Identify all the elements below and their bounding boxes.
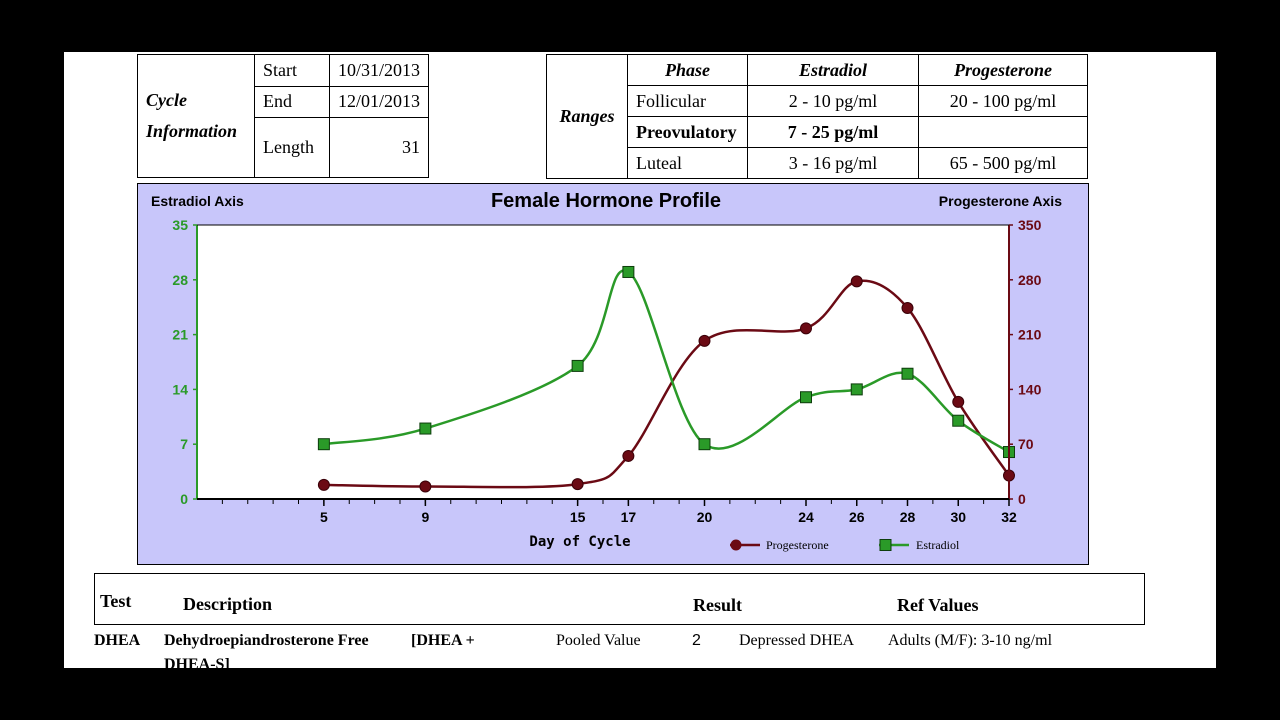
test-code: DHEA (94, 632, 141, 649)
test-description-line2: DHEA-S] (164, 656, 230, 668)
estradiol-point (901, 367, 914, 380)
ranges-label: Ranges (546, 54, 628, 179)
result-column-header: Result (693, 595, 742, 615)
x-axis-title: Day of Cycle (529, 534, 630, 550)
left-y-tick-label: 21 (172, 327, 188, 343)
cycle-label-line1: Cycle (146, 90, 187, 110)
x-tick-label: 24 (798, 509, 814, 525)
x-tick-label: 20 (697, 509, 713, 525)
estradiol-point (317, 438, 330, 451)
estradiol-point (698, 438, 711, 451)
phase-cell: Luteal (627, 147, 748, 179)
estradiol-point (419, 422, 432, 435)
test-table-header: Test Description Result Ref Values (94, 573, 1145, 625)
cycle-information-label: Cycle Information (137, 54, 255, 178)
left-y-tick-label: 0 (180, 491, 188, 507)
left-y-tick-label: 35 (172, 217, 188, 233)
estradiol-point (622, 265, 635, 278)
test-description-extra: [DHEA + (411, 632, 475, 649)
estradiol-point (952, 414, 965, 427)
right-y-tick-label: 280 (1018, 272, 1042, 288)
estradiol-cell: 2 - 10 pg/ml (747, 85, 919, 117)
estradiol-cell: 3 - 16 pg/ml (747, 147, 919, 179)
start-value: 10/31/2013 (329, 54, 430, 87)
progesterone-point (952, 395, 965, 408)
phase-cell: Preovulatory (627, 116, 748, 148)
x-tick-label: 26 (849, 509, 865, 525)
plot-area (197, 225, 1009, 499)
report-page: Cycle Information Start 10/31/2013 End 1… (64, 52, 1216, 668)
left-y-tick-label: 7 (180, 436, 188, 452)
phase-cell: Follicular (627, 85, 748, 117)
ref-values-column-header: Ref Values (897, 595, 979, 615)
estradiol-cell: 7 - 25 pg/ml (747, 116, 919, 148)
hormone-chart: Estradiol Axis Progesterone Axis Female … (137, 183, 1089, 565)
test-description: Dehydroepiandrosterone Free (164, 632, 369, 649)
right-axis-label: Progesterone Axis (939, 193, 1062, 209)
phase-header: Phase (627, 54, 748, 86)
left-y-tick-label: 14 (172, 381, 188, 397)
progesterone-point (901, 301, 914, 314)
description-column-header: Description (183, 594, 272, 614)
right-y-tick-label: 0 (1018, 491, 1026, 507)
estradiol-point (850, 383, 863, 396)
x-tick-label: 30 (950, 509, 966, 525)
progesterone-point (317, 478, 330, 491)
estradiol-point (571, 359, 584, 372)
start-label: Start (254, 54, 330, 87)
progesterone-point (419, 480, 432, 493)
left-axis-label: Estradiol Axis (151, 193, 244, 209)
cycle-information-table: Cycle Information Start 10/31/2013 End 1… (137, 54, 430, 178)
ranges-table: Ranges Phase Estradiol Progesterone Foll… (546, 54, 1088, 179)
x-tick-label: 32 (1001, 509, 1017, 525)
progesterone-legend-marker (730, 539, 742, 551)
progesterone-header: Progesterone (918, 54, 1088, 86)
left-y-tick-label: 28 (172, 272, 188, 288)
estradiol-header: Estradiol (747, 54, 919, 86)
test-value-type: Pooled Value (556, 632, 641, 649)
progesterone-cell (918, 116, 1088, 148)
progesterone-legend-label: Progesterone (766, 538, 829, 552)
test-ref-values: Adults (M/F): 3-10 ng/ml (888, 632, 1053, 649)
test-value: 2 (692, 632, 701, 649)
length-value: 31 (329, 117, 430, 178)
progesterone-cell: 65 - 500 pg/ml (918, 147, 1088, 179)
end-label: End (254, 85, 330, 118)
chart-svg: Estradiol Axis Progesterone Axis Female … (151, 190, 1062, 552)
progesterone-line (323, 279, 1011, 489)
x-tick-label: 17 (621, 509, 637, 525)
progesterone-point (622, 449, 635, 462)
estradiol-point (800, 391, 812, 404)
x-tick-label: 5 (320, 509, 328, 525)
cycle-label-line2: Information (146, 121, 238, 141)
estradiol-legend-marker (879, 539, 892, 551)
progesterone-point (698, 334, 711, 347)
x-tick-label: 9 (421, 509, 429, 525)
right-y-tick-label: 210 (1018, 327, 1042, 343)
chart-title: Female Hormone Profile (491, 190, 721, 212)
estradiol-legend-label: Estradiol (916, 538, 960, 552)
right-y-tick-label: 70 (1018, 436, 1034, 452)
test-result: Depressed DHEA (739, 632, 855, 649)
x-tick-label: 15 (570, 509, 586, 525)
right-y-tick-label: 140 (1018, 381, 1042, 397)
length-label: Length (254, 117, 330, 178)
progesterone-cell: 20 - 100 pg/ml (918, 85, 1088, 117)
end-value: 12/01/2013 (329, 85, 430, 118)
right-y-tick-label: 350 (1018, 217, 1042, 233)
progesterone-point (800, 322, 812, 335)
x-tick-label: 28 (900, 509, 916, 525)
progesterone-point (850, 275, 863, 288)
progesterone-point (571, 478, 584, 491)
test-column-header: Test (100, 591, 132, 611)
